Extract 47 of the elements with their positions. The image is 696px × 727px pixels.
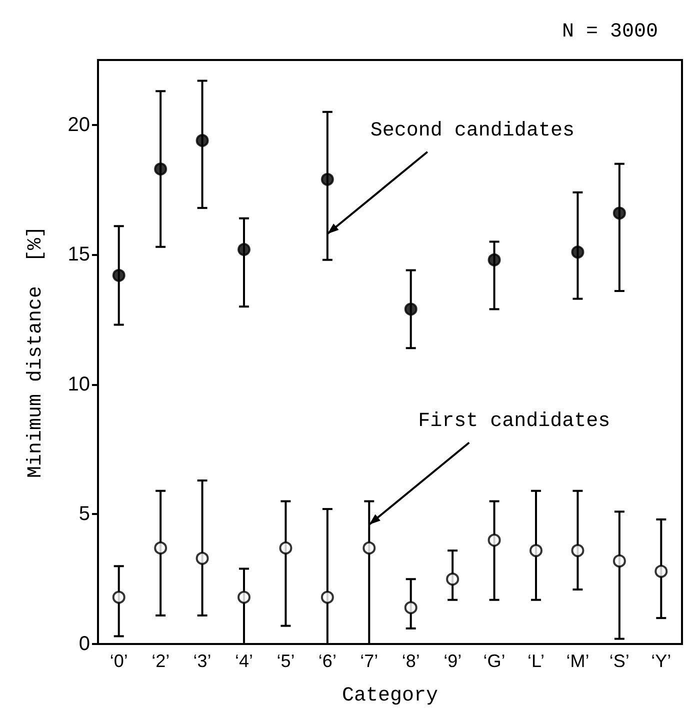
y-axis-title: Minimum distance [%]	[24, 226, 48, 478]
point	[530, 544, 542, 558]
y-tick-label: 5	[78, 503, 90, 526]
x-tick-label: ‘M’	[566, 651, 590, 671]
x-axis-title: Category	[342, 684, 438, 708]
point	[320, 590, 334, 604]
point	[154, 541, 168, 554]
point	[112, 590, 126, 604]
x-tick-label: ‘G’	[483, 651, 506, 671]
x-tick-label: ‘9’	[444, 651, 462, 671]
point	[320, 172, 334, 186]
x-tick-label: ‘3’	[193, 651, 212, 671]
point	[196, 134, 209, 147]
point	[571, 246, 584, 259]
point	[404, 601, 418, 614]
text: N = 3000	[562, 20, 658, 44]
point	[612, 554, 626, 568]
point	[654, 564, 668, 578]
x-tick-label: ‘0’	[110, 651, 128, 671]
point	[571, 544, 584, 558]
point	[279, 541, 292, 554]
point	[238, 242, 250, 256]
point	[488, 253, 501, 266]
point	[238, 590, 250, 604]
x-tick-label: ‘2’	[152, 651, 170, 671]
point	[154, 162, 168, 176]
point	[446, 572, 460, 586]
annotation: First candidates	[418, 410, 610, 434]
y-tick-label: 10	[68, 373, 90, 396]
y-tick-label: 20	[68, 114, 90, 136]
point	[612, 206, 626, 220]
point	[404, 302, 418, 316]
point	[488, 534, 501, 547]
x-tick-label: ‘Y’	[651, 651, 672, 671]
x-tick-label: ‘S’	[609, 651, 630, 671]
x-tick-label: ‘5’	[276, 651, 295, 671]
y-tick-label: 15	[68, 244, 90, 266]
point	[196, 552, 209, 565]
x-tick-label: ‘8’	[402, 651, 420, 671]
y-tick-label: 0	[78, 633, 90, 655]
x-tick-label: ‘L’	[527, 651, 545, 671]
point	[362, 541, 376, 554]
x-tick-label: ‘7’	[360, 651, 378, 671]
x-tick-label: ‘6’	[318, 651, 336, 671]
point	[112, 268, 126, 282]
annotation: Second candidates	[370, 119, 574, 142]
x-tick-label: ‘4’	[234, 651, 254, 671]
